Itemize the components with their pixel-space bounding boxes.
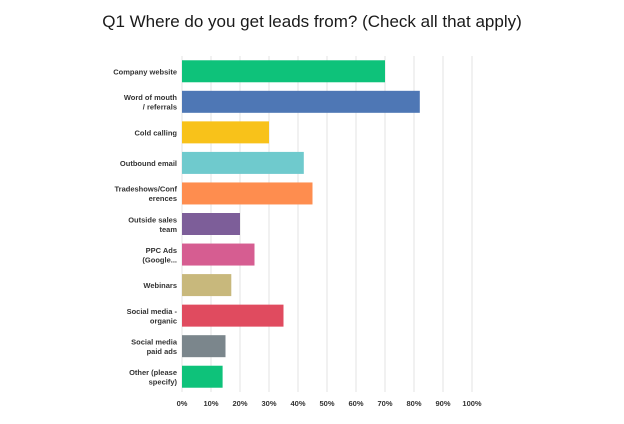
bar (182, 335, 226, 358)
category-label: (Google... (142, 255, 177, 264)
bar (182, 274, 232, 297)
category-label: Word of mouth (124, 93, 178, 102)
x-tick-label: 20% (232, 399, 247, 408)
category-label: Outside sales (128, 215, 177, 224)
bar (182, 90, 420, 113)
category-label: erences (149, 194, 177, 203)
category-label: Social media - (127, 307, 178, 316)
category-label: Cold calling (134, 128, 177, 137)
bar (182, 213, 240, 235)
bars (182, 60, 420, 388)
x-tick-label: 60% (348, 399, 363, 408)
category-label: team (159, 225, 177, 234)
category-label: Company website (113, 67, 177, 76)
category-label: Webinars (143, 281, 177, 290)
x-tick-labels: 0% 10% 20% 30% 40% 50% 60% 70% 80% 90% 100% (177, 399, 482, 408)
category-label: specify) (149, 377, 178, 386)
chart-title: Q1 Where do you get leads from? (Check a… (102, 12, 522, 31)
bar (182, 243, 255, 266)
x-tick-label: 70% (377, 399, 392, 408)
bar (182, 365, 223, 388)
category-label: PPC Ads (146, 246, 177, 255)
category-label: paid ads (147, 347, 177, 356)
x-tick-label: 90% (435, 399, 450, 408)
category-label: Other (please (129, 368, 177, 377)
x-tick-label: 30% (261, 399, 276, 408)
x-tick-label: 50% (319, 399, 334, 408)
x-tick-label: 10% (203, 399, 218, 408)
bar (182, 304, 284, 327)
bar (182, 60, 385, 83)
category-label: / referrals (143, 103, 177, 112)
x-tick-label: 0% (177, 399, 188, 408)
bar (182, 151, 304, 174)
category-label: Outbound email (120, 159, 177, 168)
bar (182, 121, 269, 144)
category-label: Social media (131, 337, 178, 346)
bar (182, 182, 313, 205)
category-label: organic (150, 316, 177, 325)
x-tick-label: 40% (290, 399, 305, 408)
category-label: Tradeshows/Conf (114, 185, 177, 194)
category-labels: Company website Word of mouth/ referrals C… (113, 67, 178, 386)
x-tick-label: 100% (462, 399, 482, 408)
x-tick-label: 80% (406, 399, 421, 408)
